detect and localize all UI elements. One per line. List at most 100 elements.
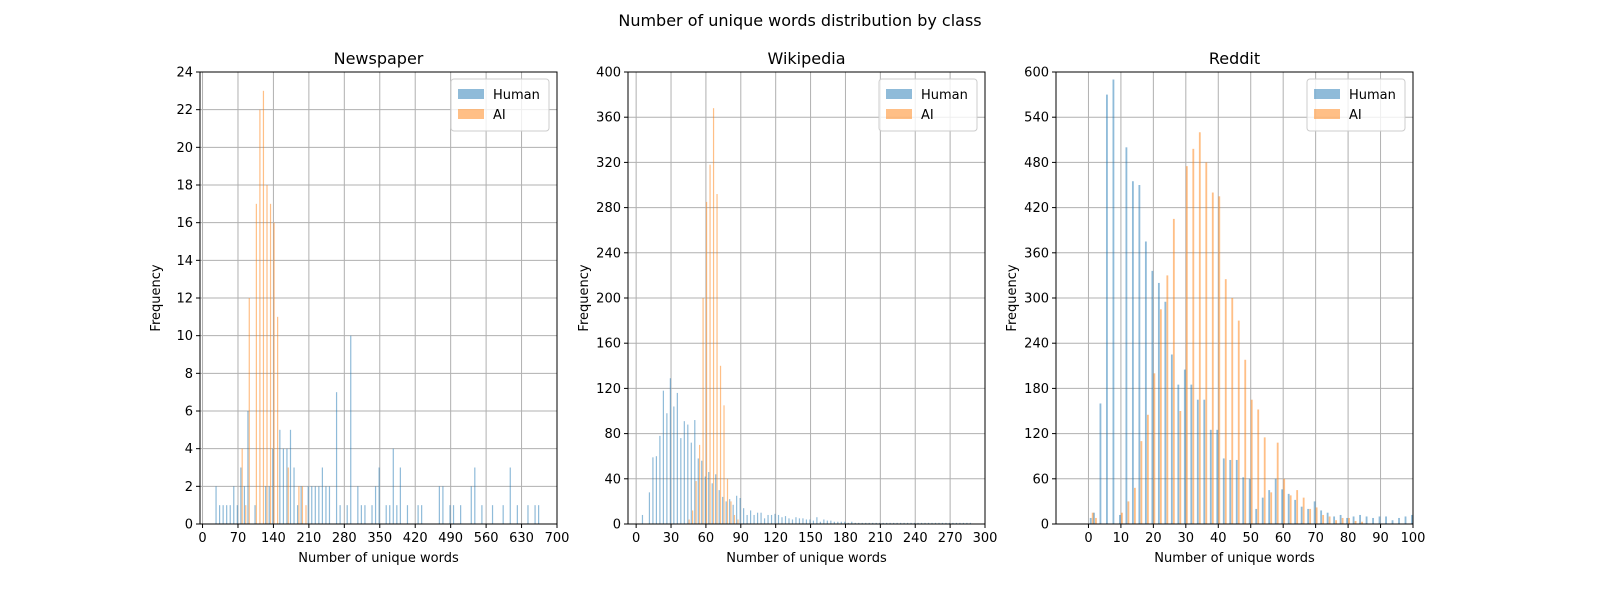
bar-ai [245, 505, 247, 524]
bar-human [816, 517, 818, 524]
y-tick-label: 240 [1024, 337, 1049, 352]
bar-human [318, 486, 320, 524]
bar-human [282, 448, 284, 524]
bar-human [732, 504, 734, 524]
bar-human [910, 522, 912, 524]
bar-human [350, 335, 352, 524]
x-tick-label: 0 [1084, 531, 1092, 546]
bar-human [1216, 429, 1219, 524]
bar-human [460, 505, 462, 524]
bar-human [941, 522, 944, 524]
y-tick-label: 2 [185, 480, 193, 495]
bar-ai [269, 203, 272, 524]
bar-ai [730, 501, 732, 524]
bar-human [781, 517, 783, 524]
x-tick-label: 150 [798, 531, 823, 546]
bar-human [1385, 516, 1387, 524]
bar-human [788, 518, 790, 524]
bar-ai [726, 478, 729, 524]
bar-human [711, 483, 713, 524]
bar-ai [1276, 442, 1279, 524]
bar-human [906, 522, 909, 524]
bar-human [687, 424, 689, 524]
bar-human [1099, 403, 1102, 524]
bar-human [300, 486, 302, 524]
bar-ai [737, 519, 739, 524]
bar-human [879, 522, 881, 524]
x-tick-label: 50 [1242, 531, 1259, 546]
bar-human [1365, 516, 1368, 524]
bar-human [750, 510, 752, 524]
bar-human [357, 486, 359, 524]
bar-human [756, 512, 759, 524]
bar-human [452, 505, 455, 524]
legend-label-ai: AI [1349, 108, 1362, 123]
bar-ai [723, 405, 725, 524]
bar-ai [1146, 414, 1149, 524]
bar-human [1287, 493, 1290, 524]
x-tick-label: 20 [1145, 531, 1162, 546]
bar-human [516, 505, 518, 524]
bar-human [1320, 510, 1323, 524]
bar-human [760, 512, 762, 524]
bar-human [392, 448, 394, 524]
bar-human [1300, 506, 1303, 524]
bar-human [840, 521, 842, 524]
bar-human [648, 492, 651, 524]
bar-ai [1328, 516, 1331, 524]
bar-human [966, 522, 968, 524]
y-tick-label: 400 [596, 66, 621, 81]
x-axis-label: Number of unique words [298, 551, 459, 566]
bar-human [952, 522, 954, 524]
bar-human [896, 522, 898, 524]
x-tick-label: 90 [1372, 531, 1389, 546]
bar-human [680, 438, 682, 524]
subplot-wikipedia: 0 30 60 90 120 150 180 210 240 270 300 0 40 80 120 160 2… [577, 49, 997, 566]
bar-human [1196, 399, 1199, 524]
bar-human [222, 505, 224, 524]
bar-human [481, 505, 483, 524]
legend-box [878, 78, 978, 132]
legend-label-human: Human [921, 88, 968, 103]
y-tick-label: 600 [1024, 66, 1049, 81]
bar-ai [1250, 399, 1253, 524]
bar-human [1190, 384, 1193, 524]
y-tick-label: 360 [1024, 246, 1049, 261]
y-tick-label: 80 [604, 427, 621, 442]
bar-human [226, 505, 228, 524]
bar-ai [1205, 162, 1208, 524]
legend-label-human: Human [1349, 88, 1396, 103]
bar-human [268, 486, 270, 524]
subplot-reddit: 0 10 20 30 40 50 60 70 80 90 100 0 60 120 180 240 300 360… [1005, 49, 1425, 566]
bar-human [819, 521, 821, 524]
bar-human [1093, 512, 1095, 524]
y-tick-label: 10 [176, 329, 193, 344]
bar-human [802, 518, 804, 524]
bar-ai [1159, 309, 1162, 524]
bar-ai [277, 316, 279, 524]
x-tick-label: 80 [1340, 531, 1357, 546]
bar-human [805, 519, 808, 524]
bar-human [830, 520, 832, 524]
bar-ai [702, 298, 704, 524]
bar-ai [1224, 279, 1227, 524]
bar-human [240, 467, 242, 524]
bar-human [791, 519, 794, 524]
bar-human [767, 514, 769, 524]
x-tick-label: 300 [973, 531, 998, 546]
bar-ai [1218, 196, 1221, 525]
series-ai [1091, 132, 1363, 525]
y-tick-label: 22 [176, 103, 193, 118]
bar-human [945, 522, 947, 524]
bar-human [364, 505, 366, 524]
bar-human [641, 514, 644, 524]
x-tick-label: 280 [332, 531, 357, 546]
bar-human [798, 518, 801, 524]
y-tick-label: 24 [176, 66, 193, 81]
bar-human [851, 521, 853, 524]
bar-human [763, 518, 766, 524]
bar-ai [1127, 501, 1130, 524]
bar-human [1089, 517, 1092, 524]
bar-human [795, 517, 797, 524]
bar-human [311, 486, 313, 524]
